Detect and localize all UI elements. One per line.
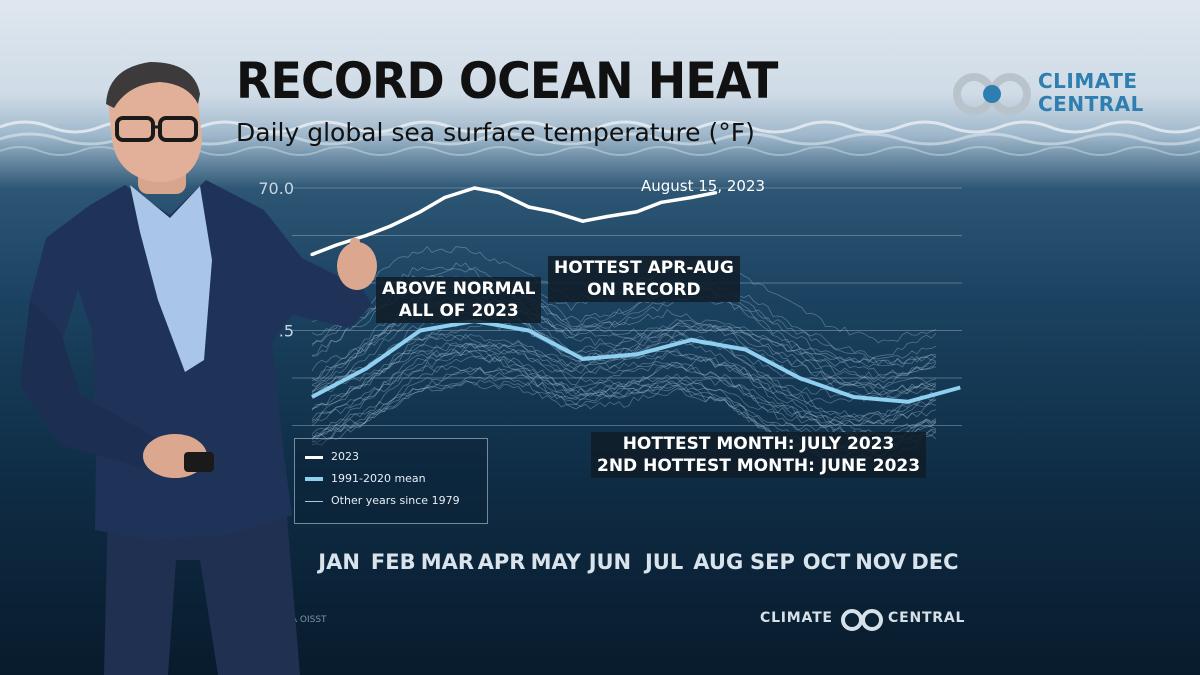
x-tick-label: MAY	[531, 550, 582, 574]
logo-line-1: CLIMATE	[1038, 69, 1138, 93]
callout-above-normal: ABOVE NORMAL ALL OF 2023	[376, 277, 542, 323]
other-year-line	[311, 322, 937, 411]
footer-rings-icon	[841, 609, 883, 631]
x-tick-label: FEB	[371, 550, 416, 574]
series-2023-group	[310, 186, 718, 257]
x-tick-label: DEC	[911, 550, 958, 574]
other-year-line	[311, 349, 937, 438]
x-tick-label: SEP	[750, 550, 795, 574]
x-tick-label: MAR	[421, 550, 474, 574]
x-tick-label: JUN	[587, 550, 631, 574]
other-year-line	[311, 348, 937, 446]
legend-label-other-years: Other years since 1979	[331, 494, 460, 507]
x-tick-label: JUL	[643, 550, 683, 574]
legend-swatch-2023	[305, 456, 323, 459]
climate-central-logo: CLIMATE CENTRAL	[952, 70, 1172, 120]
callout-hottest-month: HOTTEST MONTH: JULY 2023 2ND HOTTEST MON…	[591, 432, 927, 478]
callout-line: ON RECORD	[587, 280, 701, 300]
climate-central-rings-icon	[953, 73, 1031, 115]
date-annotation: August 15, 2023	[641, 177, 765, 195]
x-tick-label: OCT	[803, 550, 851, 574]
callout-line: HOTTEST APR-AUG	[554, 258, 734, 278]
presenter-legs	[104, 505, 300, 675]
logo-line-2: CENTRAL	[1038, 92, 1144, 116]
other-year-line	[311, 332, 937, 418]
legend-label-mean: 1991-2020 mean	[331, 472, 426, 485]
series-line-2023	[311, 186, 716, 257]
x-tick-label: APR	[478, 550, 526, 574]
x-tick-label: NOV	[855, 550, 907, 574]
footer-logo-left: CLIMATE	[760, 610, 833, 626]
presenter-hand-right	[337, 242, 377, 290]
callout-line: ABOVE NORMAL	[382, 279, 536, 299]
x-tick-label: AUG	[693, 550, 743, 574]
glasses-right-lens	[158, 116, 198, 142]
presenter-hair	[106, 62, 200, 108]
legend-swatch-mean	[305, 477, 323, 481]
clicker-remote	[184, 452, 214, 472]
other-year-line	[311, 262, 937, 360]
callout-line: ALL OF 2023	[398, 301, 519, 321]
presenter-finger	[350, 238, 360, 258]
chart-title: RECORD OCEAN HEAT	[236, 52, 778, 110]
legend-label-2023: 2023	[331, 450, 359, 463]
footer-logo: CLIMATE CENTRAL	[760, 606, 970, 634]
logo-wordmark: CLIMATE CENTRAL	[1038, 70, 1144, 116]
presenter-shirt	[130, 185, 212, 372]
presenter-jacket-sleeve-left	[20, 300, 160, 470]
chart-subtitle: Daily global sea surface temperature (°F…	[236, 118, 755, 147]
legend-swatch-other-years	[305, 501, 323, 502]
callout-line: 2ND HOTTEST MONTH: JUNE 2023	[597, 456, 921, 476]
chart-legend: 2023 1991-2020 mean Other years since 19…	[294, 438, 488, 524]
x-tick-labels: JAN FEB MAR APR MAY JUN JUL AUG SEP OCT NOV DEC	[316, 550, 958, 574]
other-year-line	[311, 341, 937, 439]
callout-line: HOTTEST MONTH: JULY 2023	[622, 434, 895, 454]
other-year-line	[311, 304, 937, 392]
mean-series-group	[311, 319, 961, 404]
other-year-line	[311, 317, 937, 410]
callout-hottest-apr-aug: HOTTEST APR-AUG ON RECORD	[548, 256, 740, 302]
other-year-line	[311, 348, 937, 439]
other-year-line	[311, 333, 937, 426]
glasses-left-lens	[115, 116, 155, 142]
x-tick-label: JAN	[316, 550, 360, 574]
other-year-line	[311, 343, 937, 424]
other-year-line	[311, 339, 937, 424]
series-line-mean	[311, 319, 961, 404]
footer-logo-right: CENTRAL	[888, 610, 966, 626]
y-tick-label: 70.0	[258, 179, 294, 198]
